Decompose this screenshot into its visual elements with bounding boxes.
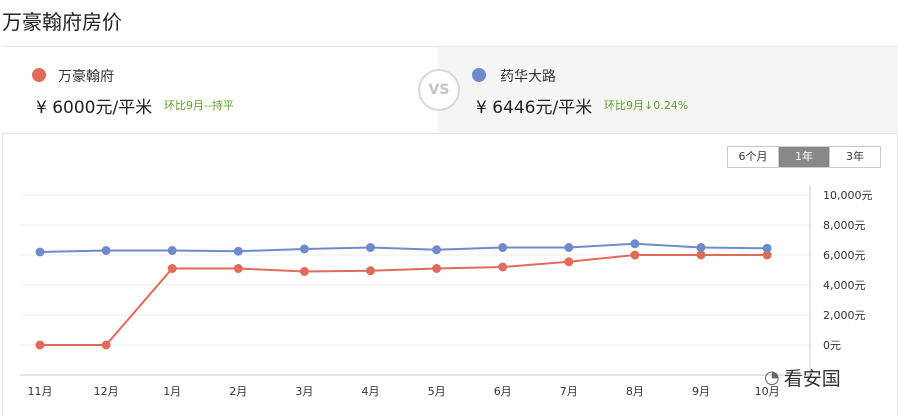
comparison-right: 药华大路 ¥ 6446元/平米 环比9月↓0.24%: [438, 47, 898, 133]
data-point: [35, 247, 45, 257]
data-point: [432, 245, 442, 255]
data-point: [696, 243, 706, 252]
x-tick-label: 5月: [428, 385, 446, 398]
x-tick-label: 2月: [229, 385, 247, 398]
data-point: [696, 250, 706, 260]
x-tick-label: 8月: [626, 385, 644, 398]
data-point: [498, 243, 508, 252]
y-tick-label: 4,000元: [823, 279, 866, 292]
data-point: [498, 262, 508, 272]
y-tick-label: 0元: [823, 339, 841, 352]
series-marker-left: [32, 68, 46, 82]
x-tick-label: 12月: [94, 385, 119, 398]
x-tick-label: 10月: [755, 385, 780, 398]
wechat-icon: ◔: [764, 367, 780, 388]
range-tab-1-year[interactable]: 1年: [778, 147, 829, 167]
data-point: [432, 264, 442, 273]
data-point: [233, 264, 243, 273]
x-tick-label: 7月: [560, 385, 578, 398]
x-tick-label: 11月: [28, 385, 53, 398]
comparison-left: 万豪翰府 ¥ 6000元/平米 环比9月--持平: [2, 47, 438, 133]
x-tick-label: 1月: [163, 385, 181, 398]
data-point: [762, 250, 772, 260]
watermark-text: 看安国: [783, 368, 841, 390]
data-point: [299, 244, 309, 254]
watermark: ◔ 看安国: [764, 364, 841, 391]
right-change: 环比9月↓0.24%: [604, 99, 689, 112]
series-line-0: [40, 254, 768, 346]
x-tick-label: 4月: [362, 385, 380, 398]
data-point: [167, 246, 177, 255]
x-tick-label: 9月: [692, 385, 710, 398]
range-tab-3-years[interactable]: 3年: [829, 147, 880, 167]
series-line-1: [39, 242, 768, 253]
y-tick-label: 6,000元: [823, 249, 866, 262]
x-tick-label: 3月: [295, 385, 313, 398]
page-title: 万豪翰府房价: [2, 10, 122, 34]
data-point: [762, 243, 772, 253]
right-price: ¥ 6446元/平米: [476, 98, 593, 118]
data-point: [564, 257, 574, 267]
data-point: [233, 246, 243, 256]
x-tick-label: 6月: [494, 385, 512, 398]
data-point: [101, 340, 111, 350]
data-point: [366, 243, 375, 252]
comparison-panel: 万豪翰府 ¥ 6000元/平米 环比9月--持平 药华大路 ¥ 6446元/平米…: [2, 46, 898, 134]
data-point: [366, 266, 375, 276]
left-property-name: 万豪翰府: [58, 69, 114, 85]
right-property-name: 药华大路: [500, 69, 556, 85]
data-point: [167, 264, 177, 273]
data-point: [630, 239, 640, 249]
range-selector: 6个月 1年 3年: [727, 146, 881, 168]
y-tick-label: 8,000元: [823, 219, 866, 232]
range-tab-6-months[interactable]: 6个月: [728, 147, 778, 167]
data-point: [630, 250, 640, 260]
y-tick-label: 10,000元: [823, 189, 873, 202]
series-marker-right: [472, 68, 486, 82]
data-point: [101, 246, 111, 255]
left-price: ¥ 6000元/平米: [36, 98, 153, 118]
y-tick-label: 2,000元: [823, 309, 866, 322]
left-change: 环比9月--持平: [164, 99, 234, 112]
vs-badge: VS: [418, 69, 460, 111]
data-point: [299, 267, 309, 276]
data-point: [564, 243, 574, 252]
data-point: [35, 340, 45, 350]
